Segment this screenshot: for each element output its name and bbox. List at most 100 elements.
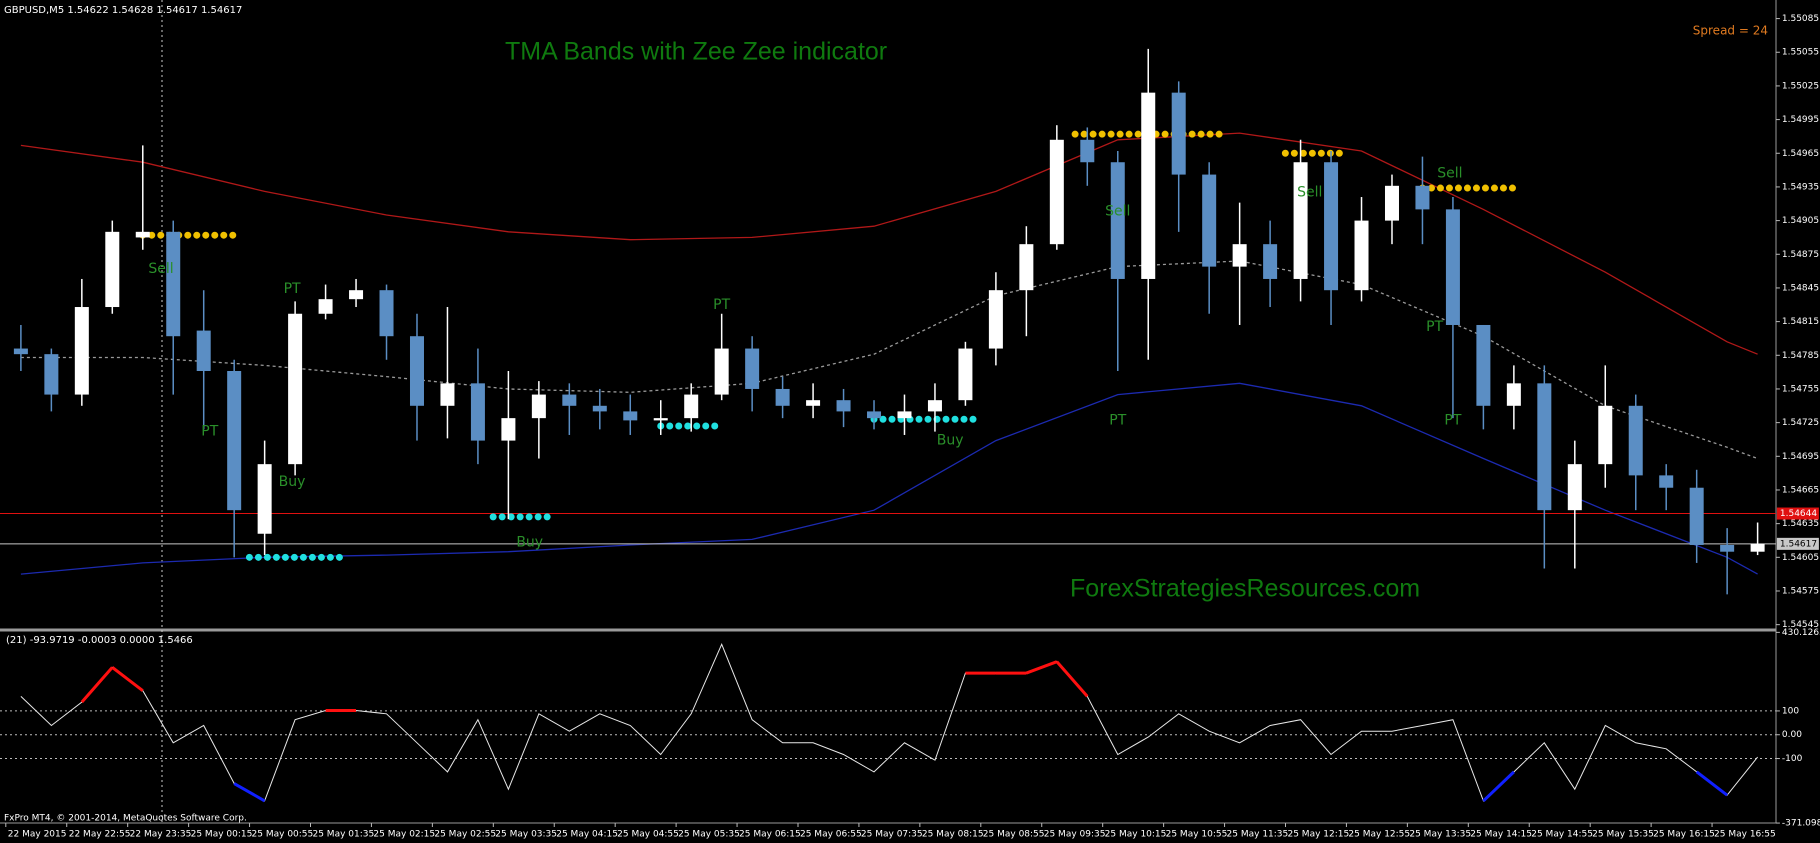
candle-body [379, 290, 394, 337]
candle-body [1324, 162, 1339, 291]
chart-title: TMA Bands with Zee Zee indicator [505, 38, 887, 66]
candle-body [1049, 139, 1064, 245]
x-tick-label: 25 May 16:15 [1653, 830, 1715, 840]
y-tick-label: 1.55085 [1782, 14, 1819, 24]
x-tick-label: 25 May 16:55 [1714, 830, 1776, 840]
indicator-extreme [111, 666, 144, 692]
candle-body [196, 330, 211, 372]
y-tick-label: 1.54965 [1782, 149, 1819, 159]
x-tick-label: 25 May 04:15 [556, 830, 618, 840]
indicator-extreme [1055, 660, 1089, 698]
candle-body [1598, 405, 1613, 465]
signal-annotation: PT [713, 297, 730, 313]
y-tick-label: 1.55025 [1782, 81, 1819, 91]
indicator-extreme [1482, 770, 1515, 802]
signal-annotation: Buy [937, 433, 964, 449]
signal-annotation: Buy [516, 535, 543, 551]
x-tick-label: 25 May 04:55 [617, 830, 679, 840]
indicator-extreme [1695, 770, 1729, 797]
candle-body [836, 400, 851, 412]
indicator-header: (21) -93.9719 -0.0003 0.0000 1.5466 [6, 635, 193, 646]
candle-body [1689, 487, 1704, 545]
y-tick-label: 430.1263 [1782, 628, 1820, 638]
candle-body [1263, 244, 1278, 279]
y-tick-label: 1.54995 [1782, 115, 1819, 125]
y-tick-label: -371.0984 [1782, 819, 1820, 829]
signal-annotation: PT [1444, 412, 1461, 428]
indicator-extreme [233, 782, 266, 803]
y-tick-label: 1.54785 [1782, 351, 1819, 361]
signal-annotation: Sell [1297, 185, 1322, 201]
y-tick-label: 1.55055 [1782, 48, 1819, 58]
candle-body [775, 388, 790, 406]
y-tick-label: 0.00 [1782, 730, 1802, 740]
candle-body [1354, 220, 1369, 291]
price-label-box [1776, 507, 1819, 520]
y-tick-label: 100 [1782, 706, 1799, 716]
candle-body [318, 299, 333, 314]
candle-body [135, 231, 150, 238]
signal-annotation: Sell [1105, 204, 1130, 220]
candle-body [1171, 92, 1186, 175]
candle-body [1537, 383, 1552, 511]
candle-body [1141, 92, 1156, 279]
x-tick-label: 25 May 07:35 [861, 830, 923, 840]
signal-annotation: PT [284, 281, 301, 297]
price-label-box [1776, 537, 1819, 550]
x-tick-label: 25 May 12:15 [1287, 830, 1349, 840]
y-tick-label: 1.54725 [1782, 418, 1819, 428]
y-tick-label: -100 [1782, 754, 1803, 764]
candle-body [623, 411, 638, 421]
candle-body [1476, 324, 1491, 406]
x-tick-label: 25 May 00:15 [191, 830, 253, 840]
candle-body [105, 231, 120, 308]
x-tick-label: 25 May 10:15 [1105, 830, 1167, 840]
x-tick-label: 25 May 02:15 [373, 830, 435, 840]
x-tick-label: 25 May 03:35 [495, 830, 557, 840]
tma-band [20, 132, 1758, 355]
y-tick-label: 1.54815 [1782, 317, 1819, 327]
candle-body [1202, 174, 1217, 267]
price-label: 1.54644 [1780, 509, 1817, 519]
candle-body [166, 231, 181, 337]
candle-body [1110, 162, 1125, 279]
candle-body [409, 336, 424, 406]
y-tick-label: 1.54605 [1782, 553, 1819, 563]
x-tick-label: 25 May 14:15 [1470, 830, 1532, 840]
candle-body [531, 394, 546, 419]
candle-body [1293, 162, 1308, 279]
x-tick-label: 25 May 06:55 [800, 830, 862, 840]
x-tick-label: 22 May 2015 [8, 830, 67, 840]
candle-body [684, 394, 699, 419]
spread-label: Spread = 24 [1693, 24, 1768, 38]
candle-body [1659, 475, 1674, 488]
candle-body [44, 354, 59, 395]
y-tick-label: 1.54755 [1782, 384, 1819, 394]
x-tick-label: 25 May 08:15 [922, 830, 984, 840]
candle-body [562, 394, 577, 406]
candle-body [1415, 185, 1430, 210]
signal-annotation: PT [1109, 412, 1126, 428]
y-tick-label: 1.54695 [1782, 452, 1819, 462]
candle-body [440, 383, 455, 406]
candle-body [1445, 209, 1460, 325]
candle-body [13, 348, 28, 355]
candle-body [349, 290, 364, 300]
candle-body [745, 348, 760, 389]
candle-body [958, 348, 973, 401]
x-tick-label: 25 May 01:35 [312, 830, 374, 840]
y-tick-label: 1.54545 [1782, 620, 1819, 630]
y-tick-label: 1.54845 [1782, 283, 1819, 293]
x-tick-label: 25 May 15:35 [1592, 830, 1654, 840]
watermark: ForexStrategiesResources.com [1070, 575, 1420, 603]
candle-body [1080, 139, 1095, 163]
x-tick-label: 25 May 10:55 [1166, 830, 1228, 840]
candle-body [592, 405, 607, 412]
x-tick-label: 25 May 12:55 [1348, 830, 1410, 840]
x-tick-label: 25 May 05:35 [678, 830, 740, 840]
candle-body [1019, 244, 1034, 291]
candle-body [714, 348, 729, 395]
x-tick-label: 25 May 11:35 [1227, 830, 1289, 840]
candle-body [1567, 464, 1582, 511]
